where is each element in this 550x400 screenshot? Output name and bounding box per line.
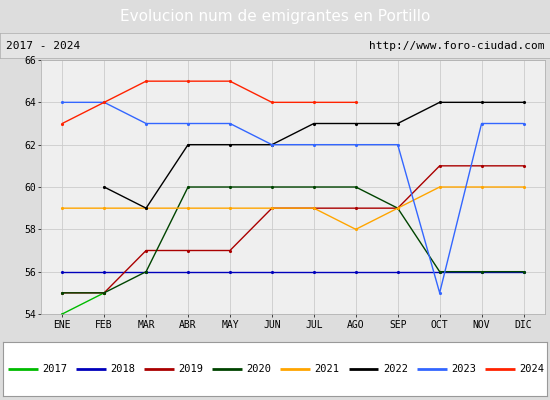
Text: 2023: 2023	[451, 364, 476, 374]
Text: 2024: 2024	[519, 364, 544, 374]
Text: 2018: 2018	[111, 364, 135, 374]
Text: 2020: 2020	[247, 364, 272, 374]
Text: 2021: 2021	[315, 364, 340, 374]
Text: 2019: 2019	[179, 364, 204, 374]
Text: 2017 - 2024: 2017 - 2024	[6, 41, 80, 51]
Text: http://www.foro-ciudad.com: http://www.foro-ciudad.com	[369, 41, 544, 51]
Text: 2017: 2017	[42, 364, 68, 374]
Text: 2022: 2022	[383, 364, 408, 374]
Text: Evolucion num de emigrantes en Portillo: Evolucion num de emigrantes en Portillo	[120, 10, 430, 24]
